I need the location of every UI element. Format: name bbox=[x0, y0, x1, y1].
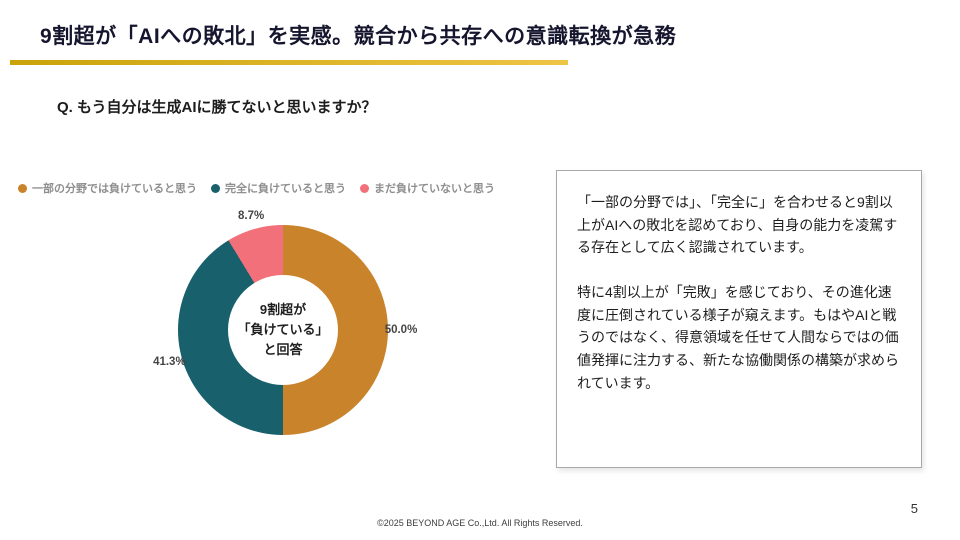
segment-value-label: 50.0% bbox=[384, 324, 418, 336]
legend-item: 一部の分野では負けていると思う bbox=[18, 180, 197, 196]
legend-label: まだ負けていないと思う bbox=[374, 183, 495, 195]
page-title: 9割超が「AIへの敗北」を実感。競合から共存への意識転換が急務 bbox=[40, 25, 677, 48]
page-number: 5 bbox=[910, 501, 918, 516]
segment-value-label: 41.3% bbox=[153, 355, 186, 368]
survey-question: Q. もう自分は生成AIに勝てないと思いますか？ bbox=[57, 99, 377, 116]
legend-dot bbox=[360, 183, 369, 193]
title-underline bbox=[10, 60, 568, 65]
legend-item: まだ負けていないと思う bbox=[360, 180, 495, 196]
legend-dot bbox=[18, 183, 27, 193]
legend-dot bbox=[211, 183, 220, 193]
legend-item: 完全に負けていると思う bbox=[211, 180, 346, 196]
commentary-paragraph-1: 「一部の分野では」、「完全に」を合わせると9割以上がAIへの敗北を認めており、自… bbox=[577, 194, 898, 256]
commentary-box: 「一部の分野では」、「完全に」を合わせると9割以上がAIへの敗北を認めており、自… bbox=[556, 170, 922, 468]
legend-label: 完全に負けていると思う bbox=[225, 183, 346, 195]
donut-center-text-line: 9割超が bbox=[259, 301, 307, 317]
chart-legend: 一部の分野では負けていると思う 完全に負けていると思う まだ負けていないと思う bbox=[18, 180, 495, 196]
segment-value-label: 8.7% bbox=[238, 210, 265, 223]
commentary-paragraph-2: 特に4割以上が「完敗」を感じており、その進化速度に圧倒されている様子が窺えます。… bbox=[577, 284, 899, 391]
footer-copyright: ©2025 BEYOND AGE Co.,Ltd. All Rights Res… bbox=[377, 518, 583, 528]
donut-center: 9割超が 「負けている」 と回答 bbox=[228, 275, 338, 385]
donut-chart: 9割超が 「負けている」 と回答 50.0% 41.3% 8.7% bbox=[143, 190, 423, 470]
donut-center-text-line: 「負けている」 bbox=[237, 321, 329, 337]
legend-label: 一部の分野では負けていると思う bbox=[32, 183, 197, 195]
donut-center-text-line: と回答 bbox=[263, 342, 303, 358]
